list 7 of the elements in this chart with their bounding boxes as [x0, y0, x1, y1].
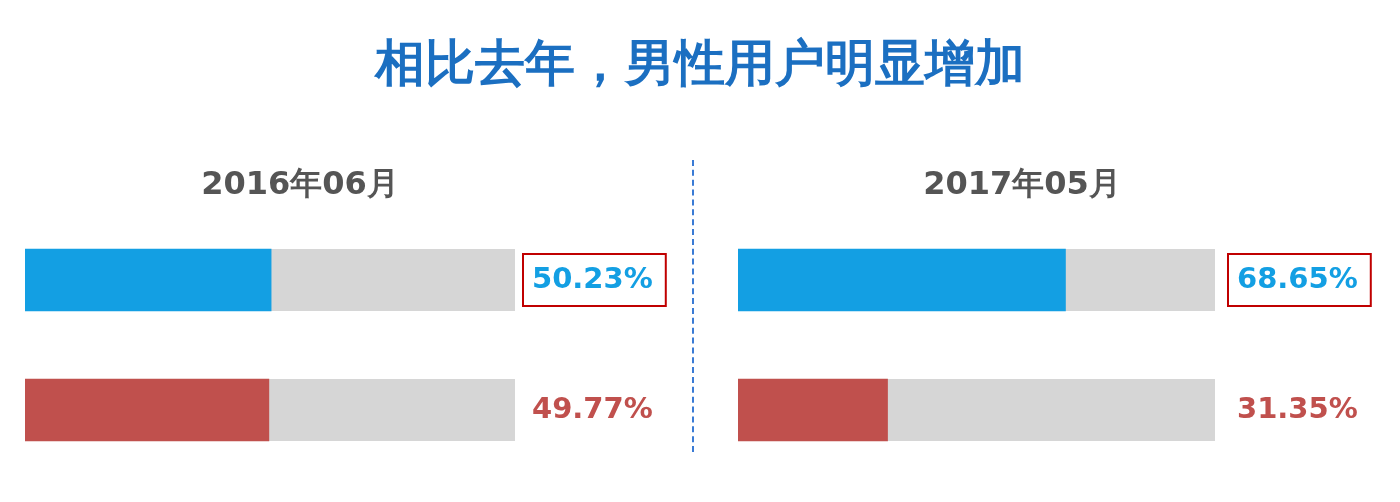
text: 相比去年，男性用户明显增加	[373, 33, 1026, 94]
chart-subtitle: 2016年06月	[200, 163, 400, 204]
data-label: 49.77%	[532, 390, 653, 425]
data-label: 50.23%	[532, 260, 653, 295]
data-label: 31.35%	[1237, 390, 1358, 425]
chart-subtitle: 2017年05月	[922, 163, 1122, 204]
data-label: 68.65%	[1237, 260, 1358, 295]
